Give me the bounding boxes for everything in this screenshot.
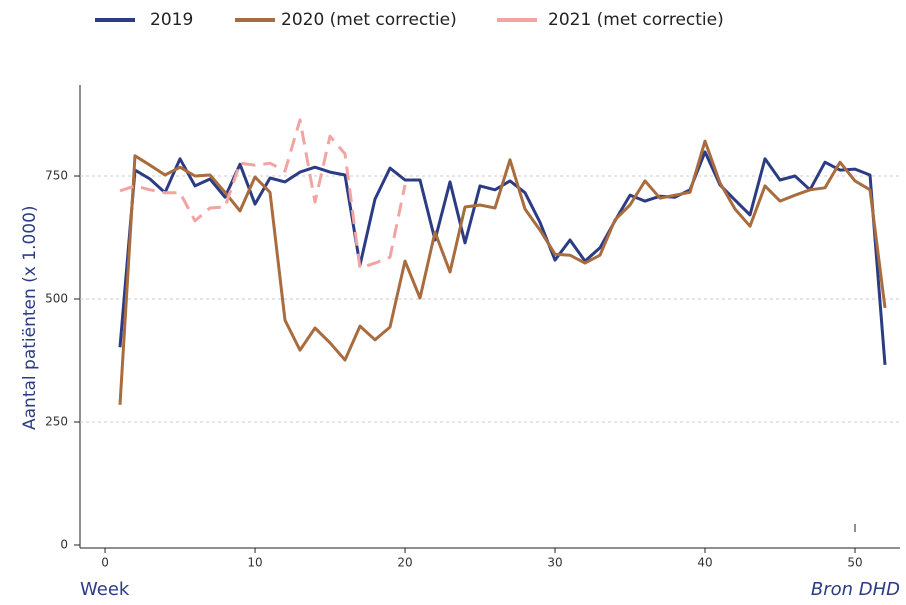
y-tick-label: 750	[45, 169, 68, 183]
y-tick-label: 250	[45, 415, 68, 429]
legend-label: 2020 (met correctie)	[281, 10, 457, 30]
x-tick-label: 50	[847, 556, 862, 570]
line-series	[118, 139, 887, 405]
x-tick-label: 10	[247, 556, 262, 570]
x-tick-label: 30	[547, 556, 562, 570]
source: Bron DHD	[811, 579, 900, 600]
legend-label: 2019	[150, 10, 193, 30]
x-tick-label: 0	[101, 556, 109, 570]
y-axis-label: Aantal patiënten (x 1.000)	[20, 205, 40, 430]
line-series	[119, 118, 407, 270]
x-tick-label: 20	[397, 556, 412, 570]
y-tick-label: 500	[45, 292, 68, 306]
x-axis-label: Week	[80, 579, 130, 600]
x-tick-label: 40	[697, 556, 712, 570]
legend-label: 2021 (met correctie)	[548, 10, 724, 30]
y-tick-label: 0	[60, 538, 68, 552]
